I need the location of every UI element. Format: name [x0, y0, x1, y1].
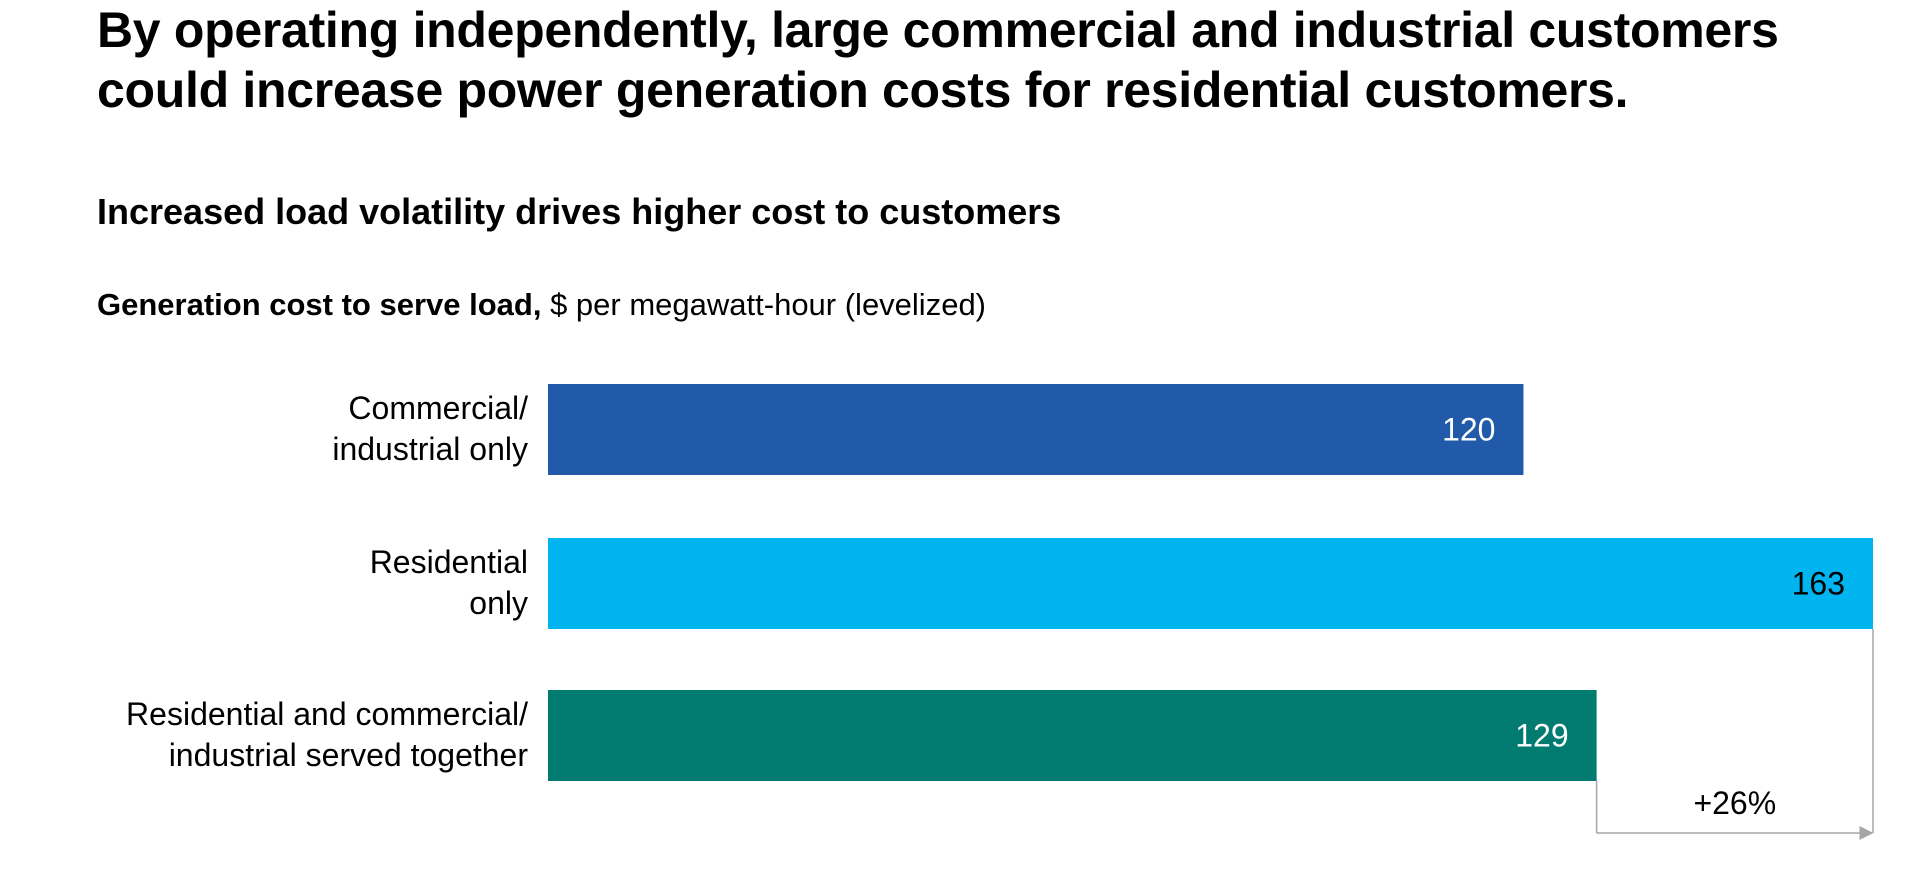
- bar-1: [548, 538, 1873, 629]
- category-label-1-line-0: Residential: [370, 544, 528, 580]
- category-label-0-line-0: Commercial/: [348, 390, 528, 426]
- bar-value-label-1: 163: [1792, 566, 1845, 602]
- bar-value-label-0: 120: [1442, 412, 1495, 448]
- bar-2: [548, 690, 1597, 781]
- growth-annotation: +26%: [1595, 629, 1874, 840]
- category-label-1-line-1: only: [469, 585, 528, 621]
- metric-label-bold: Generation cost to serve load,: [97, 287, 542, 322]
- headline: By operating independently, large commer…: [97, 2, 1779, 118]
- bar-0: [548, 384, 1524, 475]
- category-label-2-line-0: Residential and commercial/: [126, 696, 528, 732]
- growth-annotation-label: +26%: [1693, 785, 1776, 821]
- metric-label-unit: $ per megawatt-hour (levelized): [541, 287, 987, 322]
- bar-value-label-2: 129: [1515, 718, 1568, 754]
- metric-label: Generation cost to serve load, $ per meg…: [97, 285, 986, 325]
- category-label-0-line-1: industrial only: [332, 431, 528, 467]
- bars-layer: 120 Commercial/industrial only 163 Resident…: [126, 384, 1873, 781]
- chart-subtitle: Increased load volatility drives higher …: [97, 191, 1062, 232]
- category-label-2-line-1: industrial served together: [169, 737, 529, 773]
